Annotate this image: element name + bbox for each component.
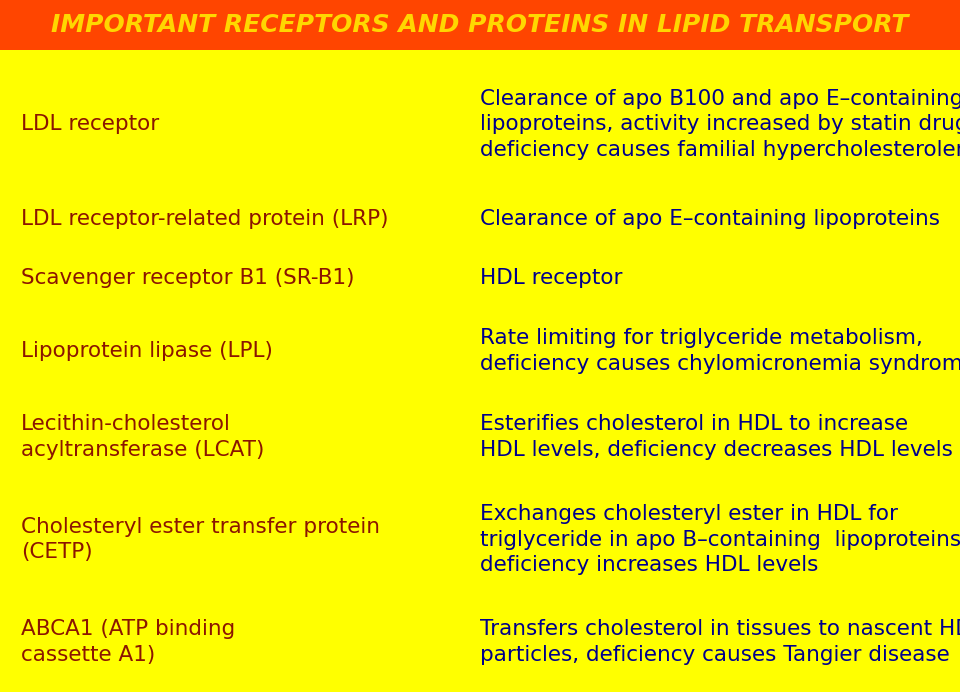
Text: Lipoprotein lipase (LPL): Lipoprotein lipase (LPL): [21, 341, 273, 361]
Text: Cholesteryl ester transfer protein
(CETP): Cholesteryl ester transfer protein (CETP…: [21, 517, 380, 563]
Text: IMPORTANT RECEPTORS AND PROTEINS IN LIPID TRANSPORT: IMPORTANT RECEPTORS AND PROTEINS IN LIPI…: [51, 13, 909, 37]
Text: HDL receptor: HDL receptor: [480, 268, 622, 289]
Text: LDL receptor: LDL receptor: [21, 114, 159, 134]
Text: Transfers cholesterol in tissues to nascent HDL
particles, deficiency causes Tan: Transfers cholesterol in tissues to nasc…: [480, 619, 960, 665]
Text: LDL receptor-related protein (LRP): LDL receptor-related protein (LRP): [21, 208, 389, 228]
Text: Clearance of apo E–containing lipoproteins: Clearance of apo E–containing lipoprotei…: [480, 208, 940, 228]
Text: Scavenger receptor B1 (SR-B1): Scavenger receptor B1 (SR-B1): [21, 268, 354, 289]
Text: Lecithin-cholesterol
acyltransferase (LCAT): Lecithin-cholesterol acyltransferase (LC…: [21, 414, 265, 459]
Text: ABCA1 (ATP binding
cassette A1): ABCA1 (ATP binding cassette A1): [21, 619, 235, 665]
Text: Clearance of apo B100 and apo E–containing
lipoproteins, activity increased by s: Clearance of apo B100 and apo E–containi…: [480, 89, 960, 160]
Text: Rate limiting for triglyceride metabolism,
deficiency causes chylomicronemia syn: Rate limiting for triglyceride metabolis…: [480, 329, 960, 374]
Text: Esterifies cholesterol in HDL to increase
HDL levels, deficiency decreases HDL l: Esterifies cholesterol in HDL to increas…: [480, 414, 953, 459]
Bar: [0, 0, 960, 50]
Text: Exchanges cholesteryl ester in HDL for
triglyceride in apo B–containing  lipopro: Exchanges cholesteryl ester in HDL for t…: [480, 504, 960, 575]
